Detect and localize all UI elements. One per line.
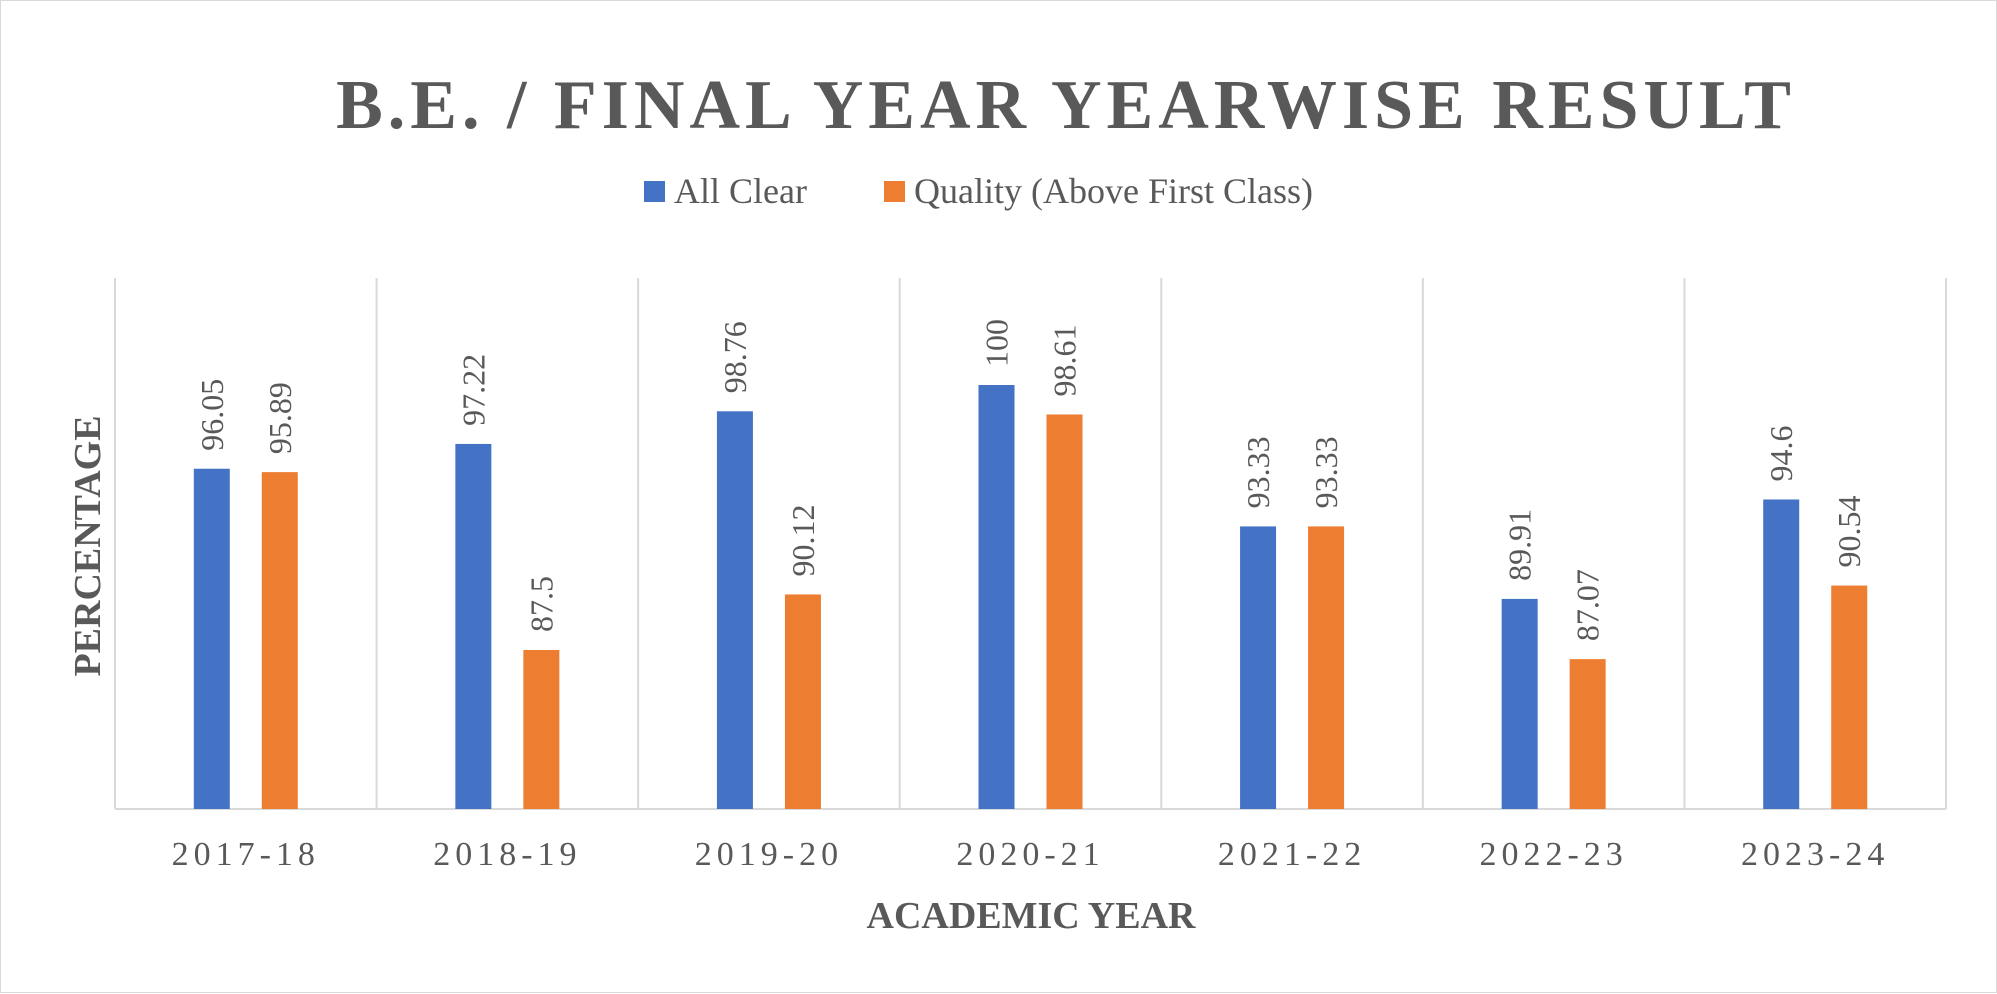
bar-all-clear-2019-20 — [716, 411, 753, 809]
x-tick-label: 2020-21 — [956, 836, 1104, 873]
legend-label: Quality (Above First Class) — [914, 171, 1313, 211]
legend-item: Quality (Above First Class) — [884, 171, 1313, 211]
bar-quality-2017-18 — [261, 472, 298, 809]
bar-all-clear-2018-19 — [455, 443, 492, 809]
data-label: 98.76 — [717, 321, 753, 393]
bar-quality-2018-19 — [523, 650, 560, 809]
legend-label: All Clear — [674, 171, 807, 211]
x-tick-label: 2018-19 — [433, 836, 581, 873]
data-label: 98.61 — [1047, 324, 1083, 396]
bar-quality-2022-23 — [1569, 659, 1606, 809]
legend-swatch — [644, 181, 665, 202]
data-label: 97.22 — [455, 354, 491, 426]
legend-swatch — [884, 181, 905, 202]
x-tick-label: 2023-24 — [1741, 836, 1889, 873]
x-tick-label: 2019-20 — [695, 836, 843, 873]
chart-title: B.E. / FINAL YEAR YEARWISE RESULT — [336, 67, 1796, 144]
bar-all-clear-2023-24 — [1763, 499, 1800, 809]
bar-quality-2019-20 — [784, 594, 821, 809]
data-label: 90.12 — [785, 504, 821, 576]
data-labels: 96.05 97.22 98.76 100 93.33 89.91 94.6 95.89 87.… — [194, 319, 1867, 641]
bar-all-clear-2022-23 — [1501, 598, 1538, 809]
data-label: 93.33 — [1308, 436, 1344, 508]
legend-item: All Clear — [644, 171, 807, 211]
x-tick-label: 2021-22 — [1218, 836, 1366, 873]
data-label: 87.07 — [1570, 569, 1606, 641]
data-label: 87.5 — [523, 576, 559, 632]
bars — [193, 385, 1868, 809]
x-tick-label: 2022-23 — [1479, 836, 1627, 873]
bar-all-clear-2017-18 — [193, 468, 230, 809]
x-tick-label: 2017-18 — [172, 836, 320, 873]
bar-all-clear-2020-21 — [978, 385, 1015, 809]
y-axis-title: PERCENTAGE — [67, 415, 109, 676]
bar-quality-2023-24 — [1831, 585, 1868, 809]
data-label: 89.91 — [1502, 509, 1538, 581]
chart-legend: All Clear Quality (Above First Class) — [644, 171, 1313, 211]
data-label: 90.54 — [1831, 496, 1867, 568]
data-label: 93.33 — [1240, 436, 1276, 508]
bar-quality-2021-22 — [1308, 526, 1345, 809]
x-axis-title: ACADEMIC YEAR — [867, 895, 1197, 937]
bar-quality-2020-21 — [1046, 414, 1083, 809]
bar-all-clear-2021-22 — [1240, 526, 1277, 809]
category-grid — [114, 278, 1947, 810]
data-label: 100 — [979, 319, 1015, 367]
data-label: 95.89 — [262, 382, 298, 454]
data-label: 94.6 — [1763, 425, 1799, 481]
data-label: 96.05 — [194, 379, 230, 451]
x-tick-labels: 2017-18 2018-19 2019-20 2020-21 2021-22 2022-… — [172, 836, 1889, 873]
